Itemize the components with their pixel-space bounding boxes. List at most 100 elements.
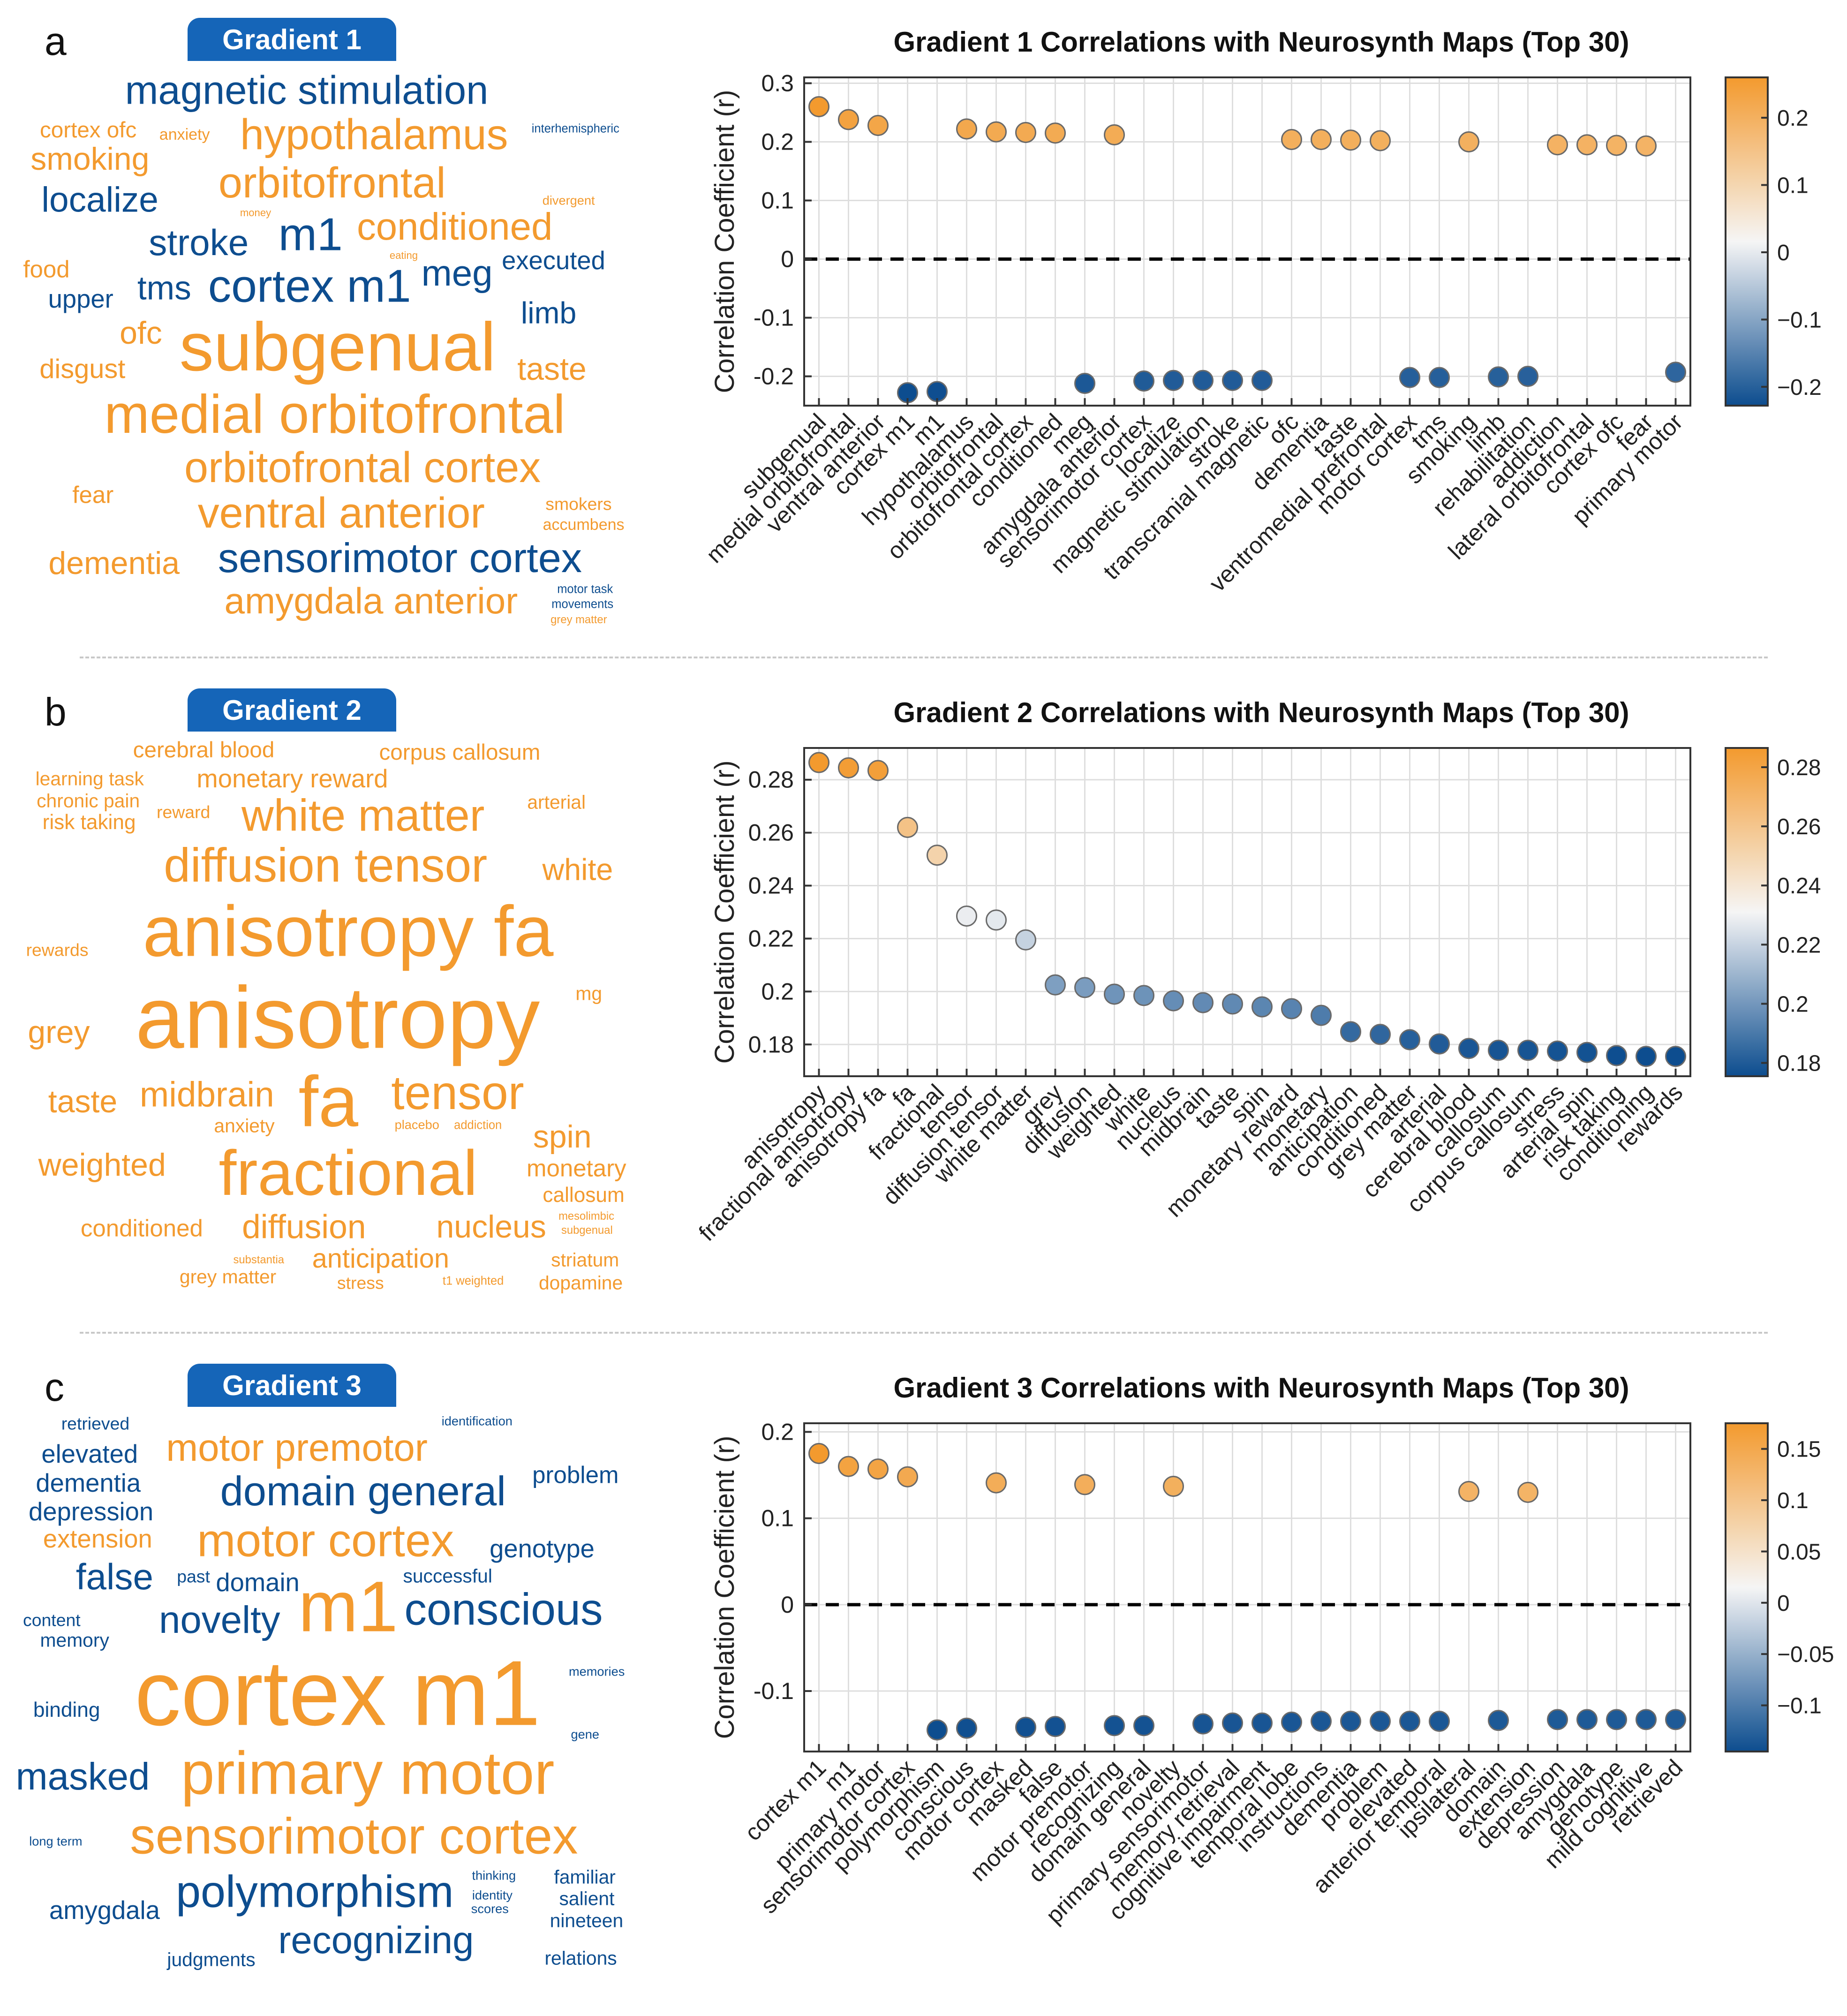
cloud-word: cortex m1 [135, 1641, 541, 1745]
data-point [1281, 1711, 1302, 1733]
data-point [986, 121, 1007, 143]
data-point [1015, 1716, 1036, 1738]
chart-title: Gradient 1 Correlations with Neurosynth … [893, 26, 1629, 58]
y-tick-label: 0.26 [748, 820, 794, 846]
y-tick-label: 0.2 [761, 978, 794, 1004]
data-point [897, 1466, 918, 1487]
data-point [1163, 370, 1184, 391]
data-point [867, 115, 889, 136]
data-point [1399, 1029, 1420, 1050]
cloud-word: cerebral blood [133, 738, 275, 763]
data-point [1311, 1004, 1332, 1026]
cloud-word: taste [48, 1084, 118, 1120]
data-point [1015, 929, 1036, 951]
cloud-word: sensorimotor cortex [218, 534, 582, 581]
y-tick-label: -0.2 [754, 363, 794, 390]
cloud-word: orbitofrontal [218, 159, 446, 207]
data-point [1045, 1716, 1066, 1737]
data-point [808, 752, 829, 773]
cloud-word: limb [520, 296, 577, 330]
cloud-word: rewards [26, 940, 89, 960]
y-tick-label: 0.28 [748, 767, 794, 793]
data-point [1488, 1710, 1509, 1731]
data-point [1340, 129, 1361, 151]
cloud-word: reward [156, 801, 211, 822]
cloud-word: disgust [39, 354, 126, 385]
cloud-word: m1 [278, 208, 343, 260]
cloud-word: problem [532, 1461, 619, 1488]
cloud-word: memory [40, 1629, 109, 1651]
data-point [1488, 1040, 1509, 1061]
panel-b: b Gradient 2 anisotropy fa anisotropy fa fr… [0, 671, 1847, 1327]
cloud-word: recognizing [278, 1919, 474, 1962]
panel-letter: b [45, 690, 67, 734]
cloud-word: anisotropy fa [143, 891, 554, 972]
cloud-word: memories [568, 1664, 625, 1679]
data-point [1576, 134, 1598, 156]
cloud-word: motor cortex [197, 1514, 454, 1566]
cloud-word: nineteen [550, 1910, 624, 1932]
chart-title: Gradient 2 Correlations with Neurosynth … [893, 697, 1629, 728]
data-point [1606, 1709, 1627, 1730]
data-point [897, 816, 918, 838]
y-tick-label: 0.3 [761, 70, 794, 97]
cloud-word: subgenual [179, 308, 496, 385]
colorbar-tick-label: 0.1 [1777, 174, 1809, 198]
gradient-badge: Gradient 3 [188, 1364, 396, 1407]
y-tick-label: 0 [781, 246, 794, 272]
data-point [927, 845, 948, 866]
data-point [1045, 122, 1066, 144]
data-point [1045, 974, 1066, 996]
data-point [986, 1472, 1007, 1494]
data-point [1488, 366, 1509, 388]
data-point [1311, 129, 1332, 150]
cloud-word: orbitofrontal cortex [184, 444, 541, 492]
cloud-word: conditioned [80, 1215, 203, 1242]
colorbar-tick-label: 0.24 [1777, 874, 1821, 899]
cloud-word: successful [403, 1565, 492, 1587]
cloud-word: weighted [38, 1147, 166, 1183]
data-point [1311, 1711, 1332, 1732]
data-point [1192, 992, 1214, 1013]
data-point [1606, 1045, 1627, 1066]
data-point [1576, 1709, 1598, 1730]
panel-letter: a [45, 19, 67, 63]
cloud-word: fractional [219, 1137, 478, 1209]
data-point [986, 909, 1007, 931]
data-point [1517, 1481, 1538, 1503]
cloud-word: long term [29, 1834, 83, 1849]
data-point [1665, 1046, 1686, 1067]
cloud-word: anisotropy [135, 968, 540, 1067]
gradient-badge: Gradient 1 [188, 18, 396, 61]
data-point [956, 905, 977, 927]
cloud-word: domain [216, 1568, 300, 1597]
cloud-word: retrieved [61, 1413, 130, 1434]
data-point [838, 1456, 859, 1477]
cloud-word: familiar [554, 1866, 616, 1888]
cloud-word: monetary reward [196, 764, 388, 793]
cloud-word: meg [421, 252, 493, 294]
data-point [1192, 370, 1214, 391]
colorbar-tick-label: 0.18 [1777, 1051, 1821, 1076]
cloud-word: amygdala [49, 1895, 160, 1925]
cloud-word: corpus callosum [379, 740, 541, 765]
cloud-word: taste [517, 351, 587, 387]
cloud-word: addiction [454, 1118, 502, 1132]
cloud-word: accumbens [543, 515, 625, 534]
cloud-word: white matter [241, 791, 485, 841]
y-tick-label: 0.18 [748, 1031, 794, 1057]
data-point [1251, 1712, 1273, 1734]
cloud-word: grey [28, 1014, 90, 1050]
cloud-word: diffusion [241, 1208, 366, 1246]
y-axis-label: Correlation Coefficient (r) [709, 90, 740, 393]
y-tick-label: 0.1 [761, 188, 794, 214]
cloud-word: placebo [394, 1117, 439, 1132]
data-point [1163, 990, 1184, 1012]
colorbar-tick-label: −0.1 [1777, 308, 1822, 332]
cloud-word: conscious [404, 1584, 603, 1634]
data-point [867, 1458, 889, 1480]
data-point [1104, 983, 1125, 1005]
word-cloud: anisotropy fa anisotropy fa fractional tenso… [14, 736, 633, 1299]
data-point [1281, 129, 1302, 150]
cloud-word: subgenual [561, 1224, 613, 1237]
